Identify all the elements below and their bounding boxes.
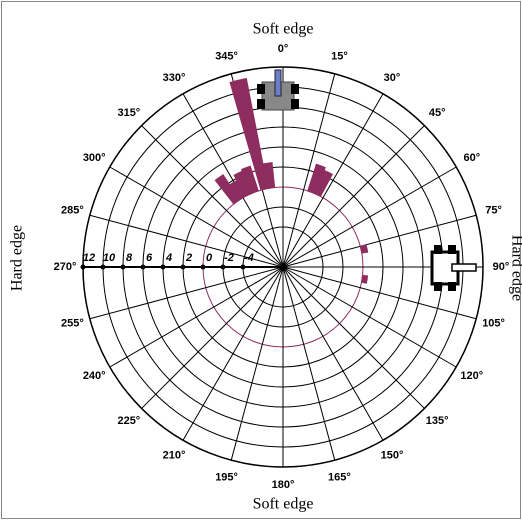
spoke [283, 267, 335, 460]
r-tick-label: 8 [126, 252, 133, 264]
angle-label: 75° [485, 204, 502, 216]
spoke [183, 267, 283, 440]
angle-label: 0° [278, 43, 289, 55]
r-tick-dot [121, 265, 126, 270]
r-tick-label: 6 [146, 252, 153, 264]
angle-label: 255° [61, 317, 84, 329]
spoke [283, 94, 383, 267]
angle-label: 15° [331, 50, 348, 62]
angle-label: 105° [482, 317, 505, 329]
r-tick-dot [141, 265, 146, 270]
angle-label: 195° [215, 471, 238, 483]
angle-label: 90° [493, 261, 510, 273]
bar [360, 245, 367, 253]
angle-label: 45° [429, 107, 446, 119]
r-tick-label: 10 [103, 252, 116, 264]
angle-label: 135° [426, 415, 449, 427]
angle-label: 270° [54, 261, 77, 273]
spoke [142, 267, 283, 408]
top-label: Soft edge [253, 21, 314, 38]
spoke [283, 267, 424, 408]
r-tick-label: 0 [206, 252, 213, 264]
spoke [283, 267, 383, 440]
angle-label: 300° [83, 152, 106, 164]
r-tick-dot [221, 265, 226, 270]
bottom-label: Soft edge [253, 496, 314, 513]
angle-label: 225° [117, 415, 140, 427]
r-tick-label: 12 [83, 252, 95, 264]
spoke [142, 126, 283, 267]
angle-label: 240° [83, 370, 106, 382]
spoke [283, 126, 424, 267]
r-tick-dot [181, 265, 186, 270]
spoke [283, 167, 456, 267]
r-tick-label: -4 [244, 252, 254, 264]
angle-label: 285° [61, 204, 84, 216]
r-tick-label: 4 [165, 252, 172, 264]
r-tick-dot [161, 265, 166, 270]
r-tick-label: 2 [185, 252, 192, 264]
angle-label: 165° [328, 471, 351, 483]
r-tick-label: -2 [224, 252, 234, 264]
r-tick-dot [241, 265, 246, 270]
angle-label: 150° [381, 450, 404, 462]
r-tick-dot [81, 265, 86, 270]
right-label: Hard edge [508, 235, 522, 301]
r-tick-dot [201, 265, 206, 270]
robot-top [257, 70, 299, 110]
angle-label: 60° [463, 152, 480, 164]
r-tick-dot [101, 265, 106, 270]
angle-label: 345° [215, 50, 238, 62]
spoke [283, 267, 456, 367]
angle-label: 180° [272, 479, 295, 491]
bar [362, 275, 368, 283]
spoke [110, 267, 283, 367]
angle-label: 210° [163, 450, 186, 462]
left-label: Hard edge [9, 225, 26, 291]
robot-right [432, 245, 476, 291]
angle-label: 120° [460, 370, 483, 382]
spoke [110, 167, 283, 267]
chart: Soft edge Soft edge Hard edge Hard edge … [0, 0, 522, 520]
angle-label: 30° [384, 72, 401, 84]
spoke [90, 267, 283, 319]
spoke [231, 267, 283, 460]
angle-label: 315° [117, 107, 140, 119]
angle-label: 330° [163, 72, 186, 84]
